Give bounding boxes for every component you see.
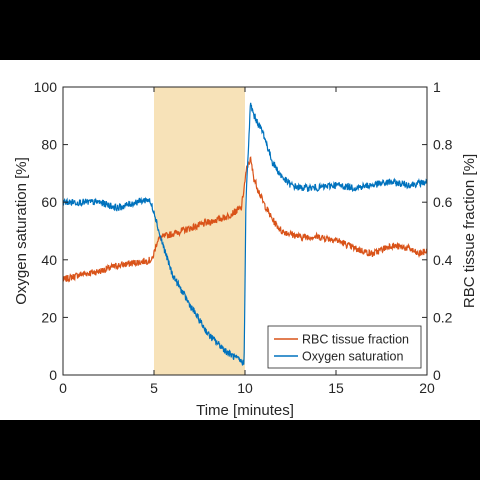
y-left-tick-label: 40 [41, 252, 57, 268]
y-right-tick-label: 0 [433, 367, 441, 383]
series-line-rbc-tissue-fraction [62, 156, 428, 283]
y-left-tick-label: 60 [41, 194, 57, 210]
shaded-interval [154, 87, 245, 375]
y-left-tick-label: 20 [41, 309, 57, 325]
x-tick-label: 20 [419, 380, 435, 396]
y-axis-left-label: Oxygen saturation [%] [13, 157, 30, 305]
legend: RBC tissue fraction Oxygen saturation [267, 325, 422, 369]
y-axis-right-label: RBC tissue fraction [%] [461, 154, 478, 308]
y-right-tick-label: 0.8 [433, 137, 453, 153]
y-left-tick-label: 0 [49, 367, 57, 383]
y-right-tick-label: 1 [433, 79, 441, 95]
x-axis-label: Time [minutes] [196, 402, 294, 419]
y-right-tick-label: 0.4 [433, 252, 453, 268]
x-tick-label: 10 [237, 380, 253, 396]
series-line-oxygen-saturation [62, 102, 428, 366]
x-tick-label: 15 [328, 380, 344, 396]
legend-box [267, 325, 422, 369]
legend-label-rbc: RBC tissue fraction [302, 333, 409, 347]
legend-label-oxygen: Oxygen saturation [302, 350, 403, 364]
x-tick-label: 5 [150, 380, 158, 396]
y-left-tick-label: 80 [41, 137, 57, 153]
y-right-tick-label: 0.2 [433, 309, 453, 325]
chart-canvas: 0 5 10 15 20 0 20 40 60 80 100 0 0.2 0.4 0.6 0.8 1 Time … [0, 60, 480, 420]
series-layer [62, 102, 428, 366]
y-left-tick-label: 100 [34, 79, 58, 95]
x-tick-label: 0 [59, 380, 67, 396]
y-right-tick-label: 0.6 [433, 194, 453, 210]
